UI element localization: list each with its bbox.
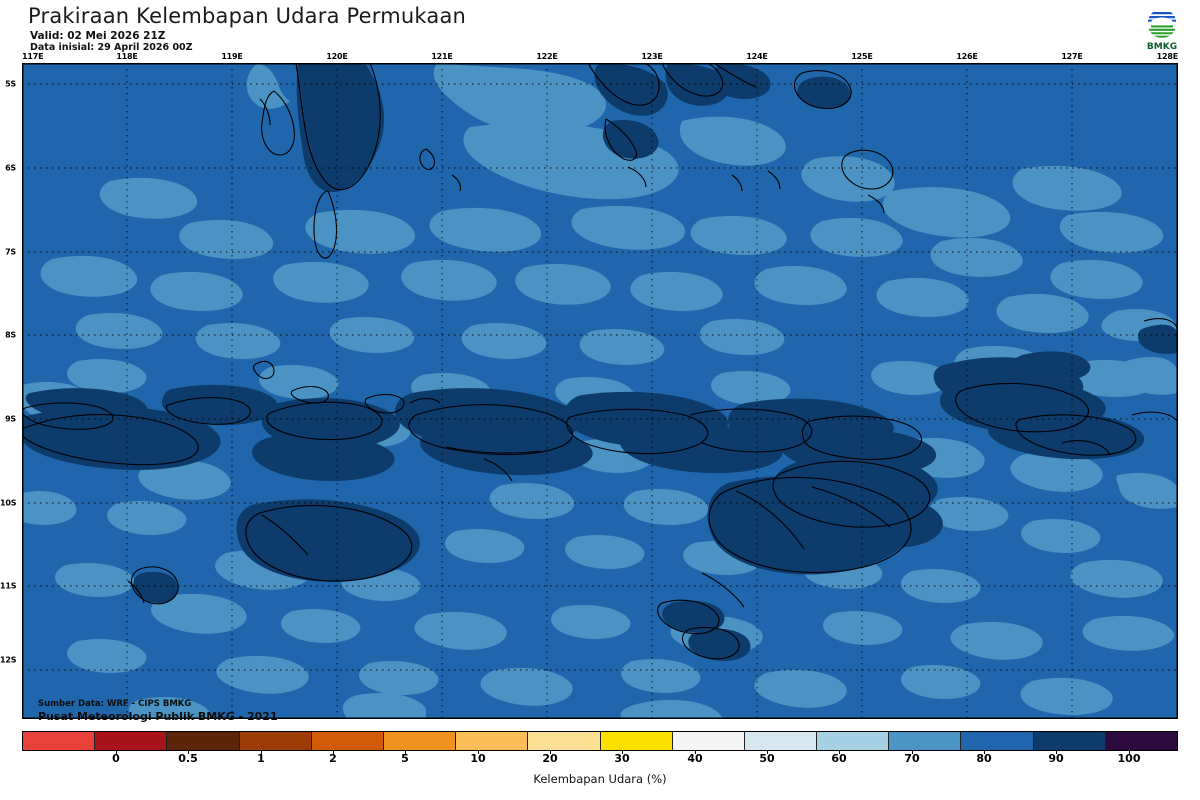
colorbar-swatch (383, 732, 457, 750)
lon-tick-label: 127E (1061, 52, 1083, 61)
bmkg-logo-icon: BMKG (1147, 9, 1177, 52)
lon-tick-label: 123E (641, 52, 663, 61)
colorbar-swatch (817, 732, 890, 750)
field-70-80 (22, 63, 1178, 719)
valid-time-label: Valid: 02 Mei 2026 21Z (30, 30, 166, 42)
coastlines (22, 63, 1178, 660)
colorbar-tick-label: 40 (687, 752, 703, 765)
colorbar[interactable] (22, 731, 1178, 751)
colorbar-swatch (23, 732, 96, 750)
colorbar-swatch (311, 732, 384, 750)
colorbar-tick-label: 80 (976, 752, 992, 765)
lat-tick-label: 11S (0, 581, 17, 591)
colorbar-swatch (744, 732, 818, 750)
lon-tick-label: 121E (431, 52, 453, 61)
lat-tick-label: 5S (5, 79, 16, 89)
lat-tick-label: 10S (0, 498, 17, 508)
lon-tick-label: 126E (956, 52, 978, 61)
colorbar-tick-label: 5 (401, 752, 409, 765)
colorbar-title: Kelembapan Udara (%) (533, 772, 667, 786)
lon-tick-label: 128E (1156, 52, 1179, 61)
data-source-label: Sumber Data: WRF - CIPS BMKG (38, 699, 192, 709)
lat-tick-label: 9S (5, 414, 16, 424)
lat-tick-label: 8S (5, 330, 16, 340)
colorbar-tick-label: 70 (904, 752, 920, 765)
colorbar-tick-label: 100 (1117, 752, 1141, 765)
colorbar-swatch (167, 732, 240, 750)
colorbar-tick-label: 20 (542, 752, 558, 765)
bmkg-logo: BMKG (1139, 6, 1185, 52)
map-gridlines (22, 63, 1178, 719)
lon-tick-label: 125E (851, 52, 873, 61)
forecast-map[interactable]: Sumber Data: WRF - CIPS BMKG Pusat Meteo… (22, 63, 1178, 723)
colorbar-swatch (889, 732, 962, 750)
colorbar-tick-label: 50 (759, 752, 775, 765)
map-border (22, 63, 1178, 719)
colorbar-swatch (239, 732, 312, 750)
colorbar-swatch (961, 732, 1034, 750)
colorbar-swatch (1105, 732, 1177, 750)
colorbar-swatch (95, 732, 168, 750)
map-canvas[interactable] (22, 63, 1178, 719)
colorbar-tick-label: 60 (831, 752, 847, 765)
lon-tick-label: 122E (536, 52, 558, 61)
page-title: Prakiraan Kelembapan Udara Permukaan (28, 4, 467, 28)
lat-tick-label: 6S (5, 163, 16, 173)
colorbar-tick-label: 0.5 (178, 752, 198, 765)
colorbar-tick-label: 2 (329, 752, 337, 765)
colorbar-swatch (1033, 732, 1106, 750)
colorbar-tick-label: 1 (257, 752, 265, 765)
lon-tick-label: 118E (116, 52, 138, 61)
colorbar-swatch (600, 732, 673, 750)
lat-tick-label: 7S (5, 247, 16, 257)
colorbar-ticks: 0 0.5 1 2 5 10 20 30 40 50 60 70 80 90 1… (22, 750, 1178, 766)
lat-tick-label: 12S (0, 655, 17, 665)
colorbar-tick-label: 10 (470, 752, 486, 765)
lon-tick-label: 120E (326, 52, 348, 61)
lon-tick-label: 124E (746, 52, 768, 61)
header: Prakiraan Kelembapan Udara Permukaan Val… (0, 0, 1200, 56)
colorbar-swatch (528, 732, 601, 750)
colorbar-tick-label: 90 (1048, 752, 1064, 765)
colorbar-tick-label: 0 (112, 752, 120, 765)
svg-text:BMKG: BMKG (1147, 42, 1177, 52)
lon-tick-label: 119E (221, 52, 243, 61)
colorbar-swatch (672, 732, 745, 750)
owner-label: Pusat Meteorologi Publik BMKG - 2021 (38, 710, 278, 723)
colorbar-tick-label: 30 (614, 752, 630, 765)
colorbar-swatch (456, 732, 529, 750)
initial-data-label: Data inisial: 29 April 2026 00Z (30, 42, 193, 53)
lon-tick-label: 117E (22, 52, 44, 61)
